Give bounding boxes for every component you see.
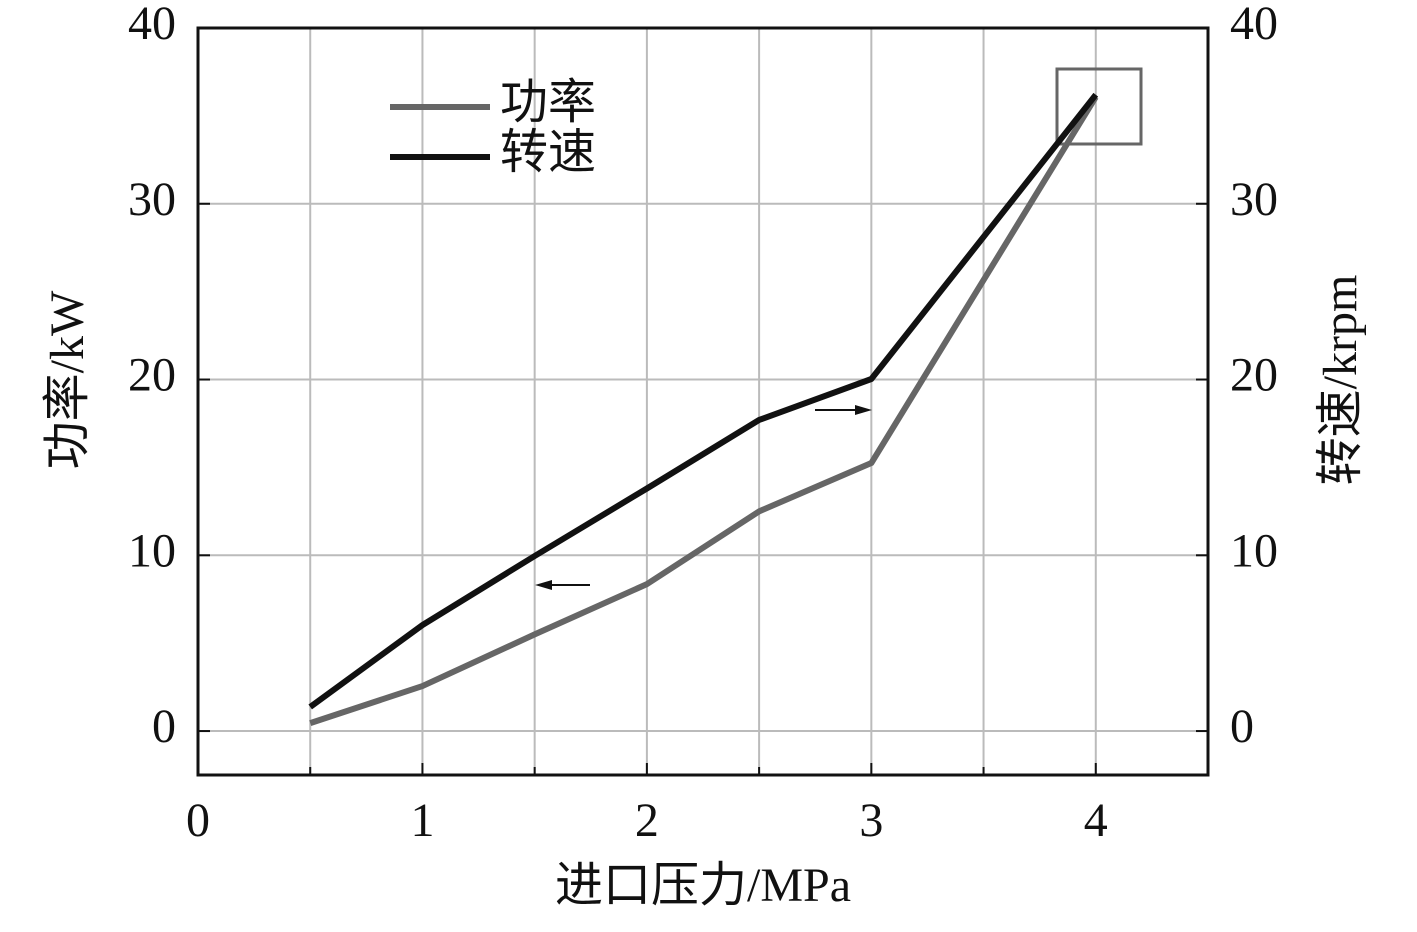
legend-label: 转速 [500, 126, 596, 179]
x-tick-label: 2 [635, 794, 659, 847]
y-tick-label: 10 [128, 524, 176, 577]
arrow-left [535, 580, 590, 590]
legend-label: 功率 [500, 76, 596, 129]
arrow-right [815, 405, 872, 415]
y2-tick-label: 10 [1230, 524, 1278, 577]
y2-tick-label: 20 [1230, 349, 1278, 402]
y-tick-label: 0 [152, 700, 176, 753]
series-line [308, 92, 1099, 710]
y2-tick-label: 40 [1230, 0, 1278, 50]
x-tick-label: 4 [1084, 794, 1108, 847]
y-axis-title: 功率/kW [41, 290, 94, 469]
highlight-box [1055, 67, 1143, 146]
y-tick-label: 40 [128, 0, 176, 50]
x-tick-label: 0 [186, 794, 210, 847]
x-tick-label: 3 [859, 794, 883, 847]
x-tick-label: 1 [410, 794, 434, 847]
y-tick-label: 20 [128, 349, 176, 402]
y2-axis-title: 转速/krpm [1314, 275, 1367, 486]
series-line [309, 95, 1099, 726]
y2-tick-label: 30 [1230, 173, 1278, 226]
x-axis-title: 进口压力/MPa [555, 859, 851, 912]
y-tick-label: 30 [128, 173, 176, 226]
plot-frame [196, 26, 1210, 777]
y2-tick-label: 0 [1230, 700, 1254, 753]
